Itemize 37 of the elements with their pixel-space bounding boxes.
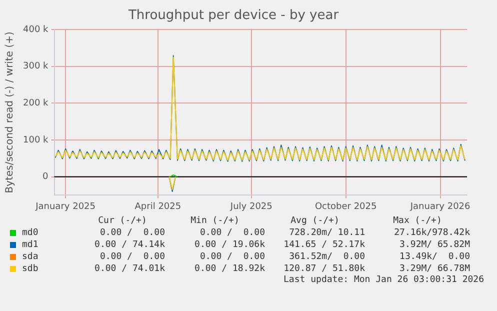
text: 0.00 / 0.00 <box>198 251 265 263</box>
text: 141.65 / 52.17k <box>282 239 365 251</box>
text: Min (-/+) <box>190 215 240 227</box>
text: 0.00 / 18.92k <box>194 263 265 275</box>
text: 13.49k/ 0.00 <box>398 251 470 263</box>
x-tick-label: July 2025 <box>229 202 272 212</box>
text: 0.00 / 74.01k <box>94 263 165 275</box>
y-tick-label: 200 k <box>22 98 50 109</box>
x-tick-label: October 2025 <box>314 202 377 212</box>
y-tick-label: 100 k <box>22 135 50 146</box>
legend-label: md0 <box>22 227 38 239</box>
text: 0.00 / 0.00 <box>198 227 265 239</box>
y-tick-label: 0 <box>42 172 49 182</box>
chart-title: Throughput per device - by year <box>127 8 340 24</box>
text: 728.20m/ 10.11 <box>288 227 365 239</box>
y-tick-label: 400 k <box>22 24 50 35</box>
x-tick-label: January 2026 <box>409 202 471 212</box>
text: Cur (-/+) <box>97 215 148 227</box>
text: 27.16k/978.42k <box>393 227 470 239</box>
text: 0.00 / 19.06k <box>194 239 265 251</box>
text: 120.87 / 51.80k <box>282 263 365 275</box>
legend-label: md1 <box>22 239 38 251</box>
text: Max (-/+) <box>392 215 443 227</box>
text: 3.29M/ 66.78M <box>398 263 470 275</box>
text: 3.92M/ 65.82M <box>398 239 470 251</box>
text: 361.52m/ 0.00 <box>288 251 365 263</box>
text: 0.00 / 0.00 <box>98 251 165 263</box>
x-tick-label: January 2025 <box>34 202 96 212</box>
y-axis-title: Bytes/second read (-) / write (+) <box>4 32 16 194</box>
legend-label: sda <box>22 251 38 263</box>
x-tick-label: April 2025 <box>134 202 182 212</box>
text: Last update: Mon Jan 26 03:00:31 2026 <box>282 275 485 285</box>
legend-label: sdb <box>22 263 38 275</box>
y-tick-label: 300 k <box>22 62 50 72</box>
text: 0.00 / 74.14k <box>94 239 165 251</box>
text: 0.00 / 0.00 <box>98 227 165 239</box>
text: Avg (-/+) <box>290 215 340 227</box>
